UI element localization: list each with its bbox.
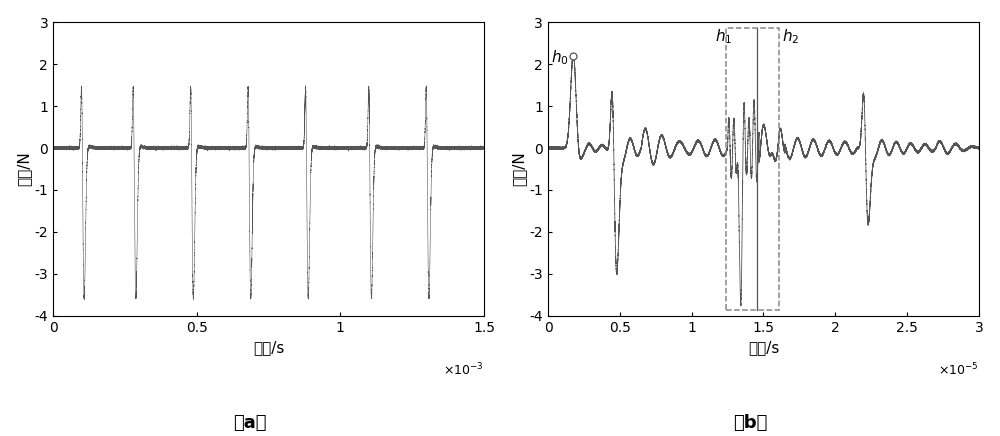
X-axis label: 时间/s: 时间/s bbox=[748, 340, 779, 355]
Text: $h_0$: $h_0$ bbox=[551, 48, 569, 67]
Text: $h_2$: $h_2$ bbox=[782, 27, 800, 46]
Y-axis label: 幅値/N: 幅値/N bbox=[17, 152, 32, 186]
Y-axis label: 幅値/N: 幅値/N bbox=[512, 152, 527, 186]
Text: （a）: （a） bbox=[233, 414, 267, 432]
Text: $\times 10^{-5}$: $\times 10^{-5}$ bbox=[938, 361, 979, 378]
X-axis label: 时间/s: 时间/s bbox=[253, 340, 284, 355]
Text: $h_1$: $h_1$ bbox=[715, 27, 732, 46]
Bar bbox=[726, 28, 779, 310]
Text: $\times 10^{-3}$: $\times 10^{-3}$ bbox=[443, 361, 484, 378]
Text: （b）: （b） bbox=[733, 414, 767, 432]
